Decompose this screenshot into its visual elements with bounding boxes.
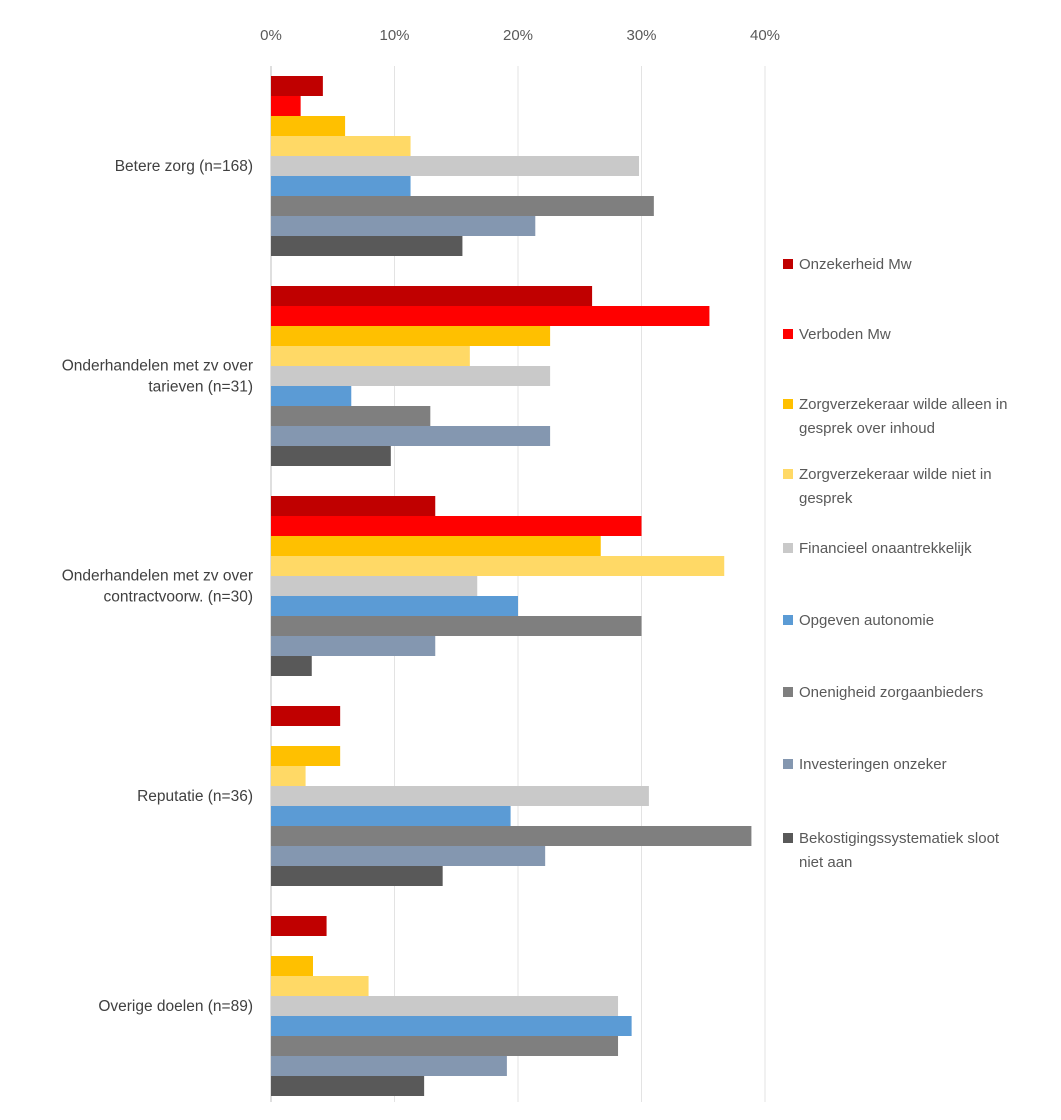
x-tick-label: 40% [750,27,780,44]
bar [271,866,443,886]
bar [271,386,352,406]
bar [271,636,436,656]
bar [271,326,551,346]
bar [271,446,391,466]
bar [271,366,551,386]
category-labels: Betere zorg (n=168) Onderhandelen met zv … [62,158,253,1015]
bars [271,76,752,1096]
legend-label: Investeringen onzeker [799,756,947,773]
x-tick-label: 0% [260,27,282,44]
legend-label: Verboden Mw [799,326,891,343]
bar [271,176,411,196]
bar [271,826,752,846]
legend-swatch [783,469,793,479]
legend-label: Onzekerheid Mw [799,256,912,273]
bar [271,746,341,766]
category-label: Overige doelen (n=89) [98,998,253,1015]
bar [271,286,593,306]
bar [271,116,346,136]
x-tick-label: 30% [626,27,656,44]
legend-label: gesprek [799,490,853,507]
category-label: Betere zorg (n=168) [115,158,253,175]
bar [271,1016,632,1036]
legend-swatch [783,259,793,269]
bar [271,536,601,556]
bar [271,136,411,156]
legend-label: gesprek over inhoud [799,420,935,437]
legend-swatch [783,759,793,769]
legend-swatch [783,615,793,625]
category-label: contractvoorw. (n=30) [104,589,253,606]
bar [271,216,536,236]
legend-label: Zorgverzekeraar wilde niet in [799,466,992,483]
bar [271,706,341,726]
bar [271,346,470,366]
legend-label: Financieel onaantrekkelijk [799,540,972,557]
legend-swatch [783,833,793,843]
bar [271,1076,425,1096]
bar [271,1056,507,1076]
legend-label: Onenigheid zorgaanbieders [799,684,983,701]
bar [271,786,649,806]
bar [271,556,725,576]
legend-swatch [783,399,793,409]
bar [271,156,640,176]
legend: Onzekerheid Mw Verboden Mw Zorgverzekeraar… [783,256,1007,871]
bar [271,1036,619,1056]
bar [271,516,642,536]
legend-swatch [783,543,793,553]
category-label: Onderhandelen met zv over [62,568,253,585]
x-axis-ticks: 0% 10% 20% 30% 40% [260,27,780,44]
category-label: tarieven (n=31) [148,379,253,396]
bar [271,766,306,786]
legend-swatch [783,329,793,339]
bar [271,996,619,1016]
bar [271,656,312,676]
bar [271,806,511,826]
category-label: Onderhandelen met zv over [62,358,253,375]
bar [271,306,710,326]
legend-label: Bekostigingssystematiek sloot [799,830,1000,847]
x-tick-label: 10% [379,27,409,44]
bar [271,616,642,636]
legend-label: niet aan [799,854,852,871]
bar [271,496,436,516]
legend-label: Zorgverzekeraar wilde alleen in [799,396,1007,413]
bar [271,196,654,216]
bar [271,576,478,596]
bar [271,236,463,256]
legend-label: Opgeven autonomie [799,612,934,629]
bar [271,846,546,866]
category-label: Reputatie (n=36) [137,788,253,805]
x-tick-label: 20% [503,27,533,44]
bar [271,916,327,936]
bar [271,96,301,116]
bar [271,76,323,96]
bar [271,596,518,616]
bar [271,956,313,976]
bar [271,406,431,426]
bar [271,426,551,446]
bar [271,976,369,996]
legend-swatch [783,687,793,697]
